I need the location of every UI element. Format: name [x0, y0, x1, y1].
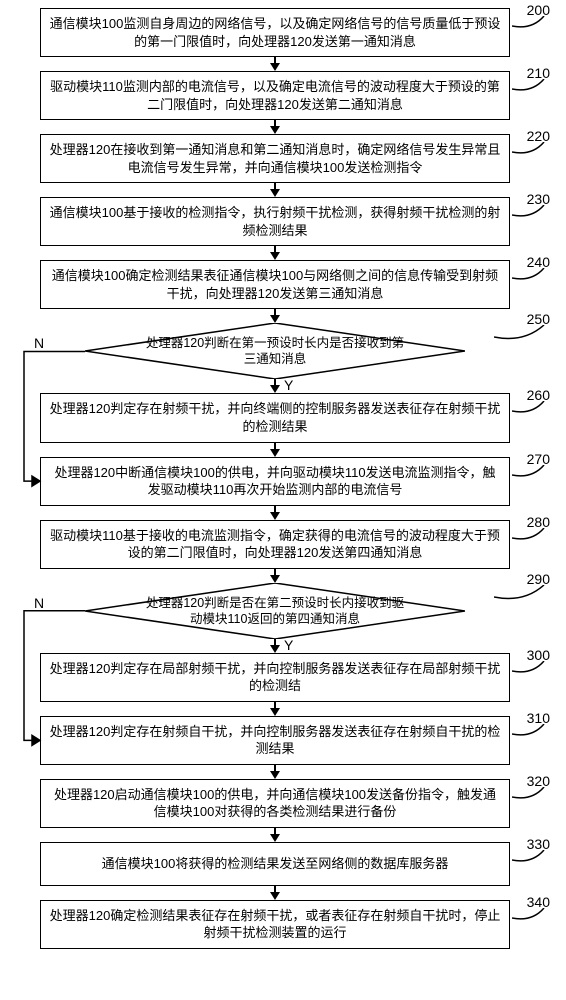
- y-label: Y: [284, 377, 293, 393]
- step-text: 通信模块100基于接收的检测指令，执行射频干扰检测，获得射频干扰检测的射频检测结…: [50, 205, 501, 238]
- step-200-box: 通信模块100监测自身周边的网络信号，以及确定网络信号的信号质量低于预设的第一门…: [40, 8, 510, 57]
- decision-text: 处理器120判断在第一预设时长内是否接收到第三通知消息: [85, 323, 465, 379]
- step-text: 驱动模块110监测内部的电流信号，以及确定电流信号的波动程度大于预设的第二门限值…: [50, 79, 500, 112]
- arrow-down: [270, 189, 280, 197]
- arrow-down: [270, 575, 280, 583]
- step-340-box: 处理器120确定检测结果表征存在射频干扰，或者表征存在射频自干扰时，停止射频干扰…: [40, 900, 510, 949]
- step-280-box: 驱动模块110基于接收的电流监测指令，确定获得的电流信号的波动程度大于预设的第二…: [40, 520, 510, 569]
- label-curve: [512, 661, 546, 677]
- label-curve: [512, 850, 546, 866]
- step-320-box: 处理器120启动通信模块100的供电，并向通信模块100发送备份指令，触发通信模…: [40, 779, 510, 828]
- flowchart-page: 200 通信模块100监测自身周边的网络信号，以及确定网络信号的信号质量低于预设…: [0, 0, 566, 1000]
- step-210-box: 驱动模块110监测内部的电流信号，以及确定电流信号的波动程度大于预设的第二门限值…: [40, 71, 510, 120]
- decision-250: 250 N 处理器120判断在第一预设时长内是否接收到第三通知消息: [40, 323, 510, 379]
- step-text: 驱动模块110基于接收的电流监测指令，确定获得的电流信号的波动程度大于预设的第二…: [50, 528, 500, 561]
- label-curve: [512, 465, 546, 481]
- n-label: N: [34, 335, 44, 351]
- arrow-down: [270, 315, 280, 323]
- label-curve: [512, 787, 546, 803]
- arrow-down: [270, 512, 280, 520]
- label-curve: [512, 16, 546, 32]
- label-curve: [512, 724, 546, 740]
- arrow-down: [270, 771, 280, 779]
- label-curve: [494, 325, 546, 345]
- arrow-down: [270, 708, 280, 716]
- arrow-down: [270, 63, 280, 71]
- step-text: 通信模块100确定检测结果表征通信模块100与网络侧之间的信息传输受到射频干扰，…: [52, 268, 498, 301]
- label-curve: [494, 585, 546, 605]
- step-text: 处理器120判定存在局部射频干扰，并向控制服务器发送表征存在局部射频干扰的检测结: [50, 661, 501, 694]
- label-curve: [512, 908, 546, 924]
- label-curve: [512, 205, 546, 221]
- arrow-down: [270, 252, 280, 260]
- arrow-down: [270, 645, 280, 653]
- label-curve: [512, 268, 546, 284]
- decision-290: 290 N 处理器120判断是否在第二预设时长内接收到驱动模块110返回的第四通…: [40, 583, 510, 639]
- step-text: 处理器120在接收到第一通知消息和第二通知消息时，确定网络信号发生异常且电流信号…: [50, 142, 501, 175]
- y-label: Y: [284, 637, 293, 653]
- step-text: 处理器120中断通信模块100的供电，并向驱动模块110发送电流监测指令，触发驱…: [54, 465, 495, 498]
- label-curve: [512, 401, 546, 417]
- arrow-down: [270, 385, 280, 393]
- step-300-box: 处理器120判定存在局部射频干扰，并向控制服务器发送表征存在局部射频干扰的检测结: [40, 653, 510, 702]
- n-label: N: [34, 595, 44, 611]
- step-260-box: 处理器120判定存在射频干扰，并向终端侧的控制服务器发送表征存在射频干扰的检测结…: [40, 393, 510, 442]
- arrow-down: [270, 834, 280, 842]
- arrow-down: [270, 126, 280, 134]
- step-240-box: 通信模块100确定检测结果表征通信模块100与网络侧之间的信息传输受到射频干扰，…: [40, 260, 510, 309]
- step-230-box: 通信模块100基于接收的检测指令，执行射频干扰检测，获得射频干扰检测的射频检测结…: [40, 197, 510, 246]
- step-text: 处理器120启动通信模块100的供电，并向通信模块100发送备份指令，触发通信模…: [54, 787, 496, 820]
- label-curve: [512, 528, 546, 544]
- label-curve: [512, 79, 546, 95]
- step-220-box: 处理器120在接收到第一通知消息和第二通知消息时，确定网络信号发生异常且电流信号…: [40, 134, 510, 183]
- step-text: 处理器120判定存在射频自干扰，并向控制服务器发送表征存在射频自干扰的检测结果: [50, 724, 501, 757]
- arrow-down: [270, 892, 280, 900]
- decision-text: 处理器120判断是否在第二预设时长内接收到驱动模块110返回的第四通知消息: [85, 583, 465, 639]
- step-text: 处理器120判定存在射频干扰，并向终端侧的控制服务器发送表征存在射频干扰的检测结…: [50, 401, 501, 434]
- step-text: 通信模块100监测自身周边的网络信号，以及确定网络信号的信号质量低于预设的第一门…: [50, 16, 501, 49]
- step-270-box: 处理器120中断通信模块100的供电，并向驱动模块110发送电流监测指令，触发驱…: [40, 457, 510, 506]
- step-text: 通信模块100将获得的检测结果发送至网络侧的数据库服务器: [102, 856, 449, 871]
- arrow-down: [270, 449, 280, 457]
- step-310-box: 处理器120判定存在射频自干扰，并向控制服务器发送表征存在射频自干扰的检测结果: [40, 716, 510, 765]
- step-text: 处理器120确定检测结果表征存在射频干扰，或者表征存在射频自干扰时，停止射频干扰…: [50, 908, 501, 941]
- step-330-box: 通信模块100将获得的检测结果发送至网络侧的数据库服务器: [40, 842, 510, 886]
- label-curve: [512, 142, 546, 158]
